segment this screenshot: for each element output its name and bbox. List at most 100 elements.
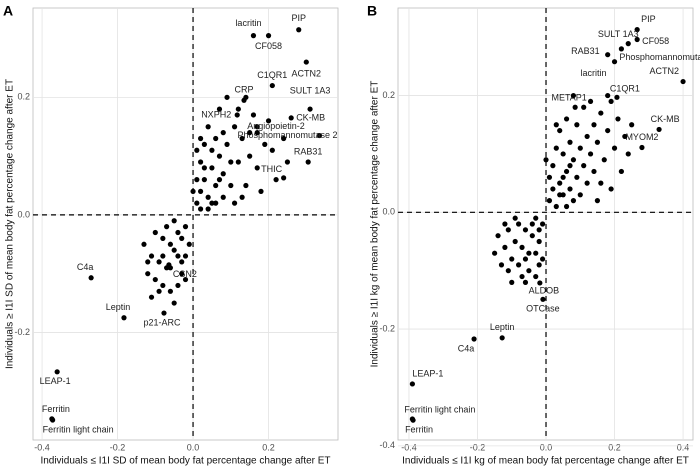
point bbox=[296, 27, 302, 33]
point bbox=[519, 273, 525, 280]
point bbox=[598, 180, 604, 186]
point-label: LEAP-1 bbox=[40, 376, 71, 386]
panel-label: B bbox=[367, 3, 377, 19]
point bbox=[584, 180, 590, 186]
point bbox=[608, 98, 614, 105]
y-tick-label: -0.4 bbox=[379, 440, 395, 450]
point-label: Phosphomannomutase 2 bbox=[237, 130, 337, 140]
point bbox=[625, 151, 631, 157]
point bbox=[205, 206, 211, 212]
point bbox=[598, 110, 604, 116]
point bbox=[197, 159, 204, 165]
point bbox=[171, 218, 177, 224]
x-tick-label: -0.2 bbox=[470, 442, 486, 452]
point bbox=[656, 126, 662, 133]
point bbox=[201, 177, 207, 183]
point bbox=[305, 159, 311, 165]
point bbox=[601, 157, 607, 163]
point bbox=[88, 275, 94, 281]
point bbox=[209, 165, 215, 171]
y-tick-label: 0.2 bbox=[382, 90, 395, 100]
point bbox=[152, 276, 158, 283]
point bbox=[495, 233, 501, 239]
point bbox=[574, 174, 580, 180]
point bbox=[536, 227, 542, 233]
y-tick-label: -0.2 bbox=[14, 327, 30, 337]
point bbox=[537, 280, 543, 286]
point bbox=[516, 262, 522, 268]
point bbox=[546, 174, 553, 180]
point bbox=[239, 194, 245, 200]
point bbox=[512, 215, 518, 221]
point bbox=[605, 52, 611, 58]
y-tick-label: 0.0 bbox=[17, 209, 30, 219]
point bbox=[224, 141, 230, 147]
point bbox=[161, 310, 167, 316]
point bbox=[216, 106, 223, 112]
point bbox=[284, 159, 291, 165]
point bbox=[536, 238, 542, 245]
x-tick-label: -0.2 bbox=[110, 442, 126, 452]
point-label: lacritin bbox=[581, 68, 607, 78]
point-label: CF058 bbox=[255, 41, 282, 51]
point-label: ACTN2 bbox=[292, 68, 322, 78]
point bbox=[273, 177, 279, 183]
point bbox=[546, 198, 553, 204]
point bbox=[553, 145, 559, 151]
point bbox=[618, 168, 624, 175]
point bbox=[164, 224, 170, 230]
point bbox=[243, 94, 249, 100]
point bbox=[553, 122, 559, 128]
point-label: RAB31 bbox=[294, 146, 323, 156]
point bbox=[577, 192, 583, 198]
point bbox=[281, 135, 287, 142]
x-tick-label: 0.4 bbox=[677, 442, 690, 452]
point bbox=[529, 233, 535, 239]
point bbox=[581, 163, 587, 169]
point bbox=[234, 112, 240, 118]
y-tick-label: -0.2 bbox=[379, 323, 395, 333]
point bbox=[629, 122, 635, 128]
point bbox=[522, 227, 529, 233]
point bbox=[194, 200, 200, 206]
point bbox=[288, 115, 294, 121]
point bbox=[529, 221, 535, 227]
point-label: Ferritin bbox=[42, 404, 70, 414]
point bbox=[201, 165, 207, 171]
point bbox=[570, 92, 577, 99]
point-label: C4a bbox=[77, 262, 94, 272]
point bbox=[156, 259, 162, 265]
point bbox=[209, 147, 215, 153]
point bbox=[316, 132, 323, 139]
point-label: THIC bbox=[261, 164, 282, 174]
point bbox=[160, 253, 166, 259]
point bbox=[190, 188, 196, 194]
point bbox=[570, 198, 577, 204]
point bbox=[175, 282, 181, 289]
point bbox=[625, 41, 631, 47]
point bbox=[526, 268, 532, 274]
point bbox=[265, 118, 272, 124]
point-label: OTCase bbox=[526, 304, 560, 314]
y-axis-title: Individuals ≥ I1I SD of mean body fat pe… bbox=[5, 79, 16, 369]
point bbox=[148, 253, 155, 259]
point bbox=[175, 253, 181, 259]
point bbox=[560, 151, 566, 157]
point bbox=[197, 188, 204, 194]
point-label: ACTN2 bbox=[650, 66, 680, 76]
point bbox=[307, 106, 313, 112]
point bbox=[560, 174, 566, 180]
point bbox=[563, 203, 570, 210]
point bbox=[543, 157, 549, 163]
point bbox=[502, 221, 508, 227]
point-label: CSN2 bbox=[173, 269, 197, 279]
point bbox=[498, 262, 505, 268]
point bbox=[577, 145, 583, 151]
point bbox=[509, 279, 515, 285]
point-label: MYOM2 bbox=[625, 132, 658, 142]
point-label: C1QR1 bbox=[610, 84, 640, 94]
point bbox=[145, 259, 151, 265]
point bbox=[567, 139, 573, 145]
point bbox=[254, 124, 260, 130]
